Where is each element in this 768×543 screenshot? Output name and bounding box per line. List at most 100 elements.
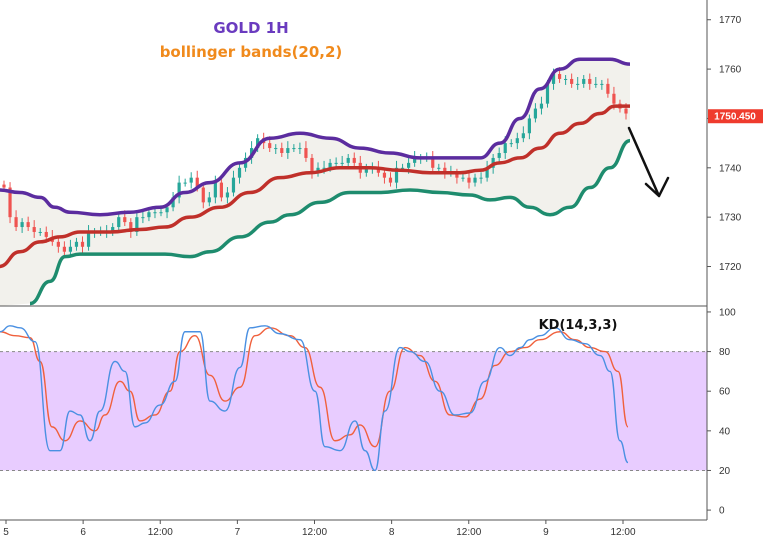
candle-body <box>364 167 368 173</box>
candle <box>570 73 574 88</box>
candle <box>527 114 531 140</box>
candle-body <box>322 167 326 169</box>
candle-body <box>551 74 556 84</box>
candle-body <box>56 241 60 247</box>
candle-body <box>80 241 85 247</box>
kd-pane: KD(14,3,3) <box>0 318 707 472</box>
price-tick-label: 1760 <box>719 65 742 76</box>
last-price-tag: 1750.450 <box>708 109 763 124</box>
time-tick-label: 5 <box>3 527 9 538</box>
candle <box>479 172 483 184</box>
candle <box>274 144 278 154</box>
candle <box>219 178 223 202</box>
candle-body <box>237 167 242 178</box>
candle-body <box>394 167 399 183</box>
candle <box>394 160 399 189</box>
candle <box>111 223 115 236</box>
candle-body <box>624 108 628 114</box>
candle <box>286 141 290 159</box>
candle <box>298 142 302 154</box>
candle-body <box>576 83 580 85</box>
upper-band-line <box>0 57 631 217</box>
candle-body <box>268 143 272 149</box>
candle-body <box>231 177 236 193</box>
candle <box>183 178 187 187</box>
candle <box>86 225 91 251</box>
candle-body <box>123 217 127 223</box>
candle-body <box>545 83 550 104</box>
candle <box>576 76 580 90</box>
candle-body <box>431 157 435 168</box>
candle-body <box>521 133 525 139</box>
candle <box>606 78 610 98</box>
candle-body <box>443 167 447 173</box>
candle-body <box>413 157 417 163</box>
candle-body <box>407 162 411 168</box>
candle <box>485 160 489 182</box>
candle <box>292 144 296 153</box>
candle <box>177 175 181 204</box>
candle-body <box>292 148 296 150</box>
candle-body <box>328 162 332 168</box>
time-tick-label: 12:00 <box>302 527 327 538</box>
candle-body <box>509 143 513 145</box>
time-tick-label: 8 <box>389 527 395 538</box>
candle <box>8 182 12 224</box>
candle <box>201 183 205 209</box>
candle-body <box>201 187 205 203</box>
candle-body <box>570 78 574 84</box>
price-tick-label: 1730 <box>719 213 742 224</box>
candle-body <box>346 157 350 163</box>
candles <box>2 67 628 258</box>
candle-body <box>479 177 483 179</box>
candle-body <box>141 217 145 219</box>
candle-body <box>62 246 66 252</box>
candle-body <box>467 177 471 183</box>
candle <box>14 210 18 231</box>
candle-body <box>256 138 260 149</box>
candle-body <box>26 222 30 228</box>
candle <box>32 220 36 238</box>
candle-body <box>485 167 489 178</box>
candle <box>600 79 604 90</box>
candle <box>509 139 513 148</box>
candle-body <box>376 167 381 173</box>
time-tick-label: 12:00 <box>456 527 481 538</box>
candle <box>467 170 471 189</box>
candle <box>382 168 387 184</box>
candle <box>26 216 30 231</box>
candle <box>80 236 85 253</box>
candle <box>304 141 308 162</box>
candle-body <box>582 78 586 84</box>
time-axis: 5 6 12:00 7 12:00 8 12:00 9 12:00 <box>3 520 636 538</box>
candle <box>515 132 519 150</box>
candle-body <box>135 217 139 232</box>
candle <box>340 155 344 167</box>
candle-body <box>461 177 465 179</box>
candle-body <box>8 187 12 218</box>
candle-body <box>195 177 199 188</box>
forecast-arrow <box>627 126 670 198</box>
candle <box>437 163 441 172</box>
kd-tick-label: 0 <box>719 506 725 517</box>
candle-body <box>606 83 610 94</box>
candle-body <box>352 157 356 163</box>
candle <box>231 170 236 197</box>
candle <box>225 187 230 204</box>
candle-body <box>153 212 157 214</box>
candle <box>588 73 592 90</box>
candle <box>582 75 586 88</box>
kd-tick-label: 60 <box>719 387 731 398</box>
candle-body <box>213 182 217 198</box>
time-tick-label: 6 <box>80 527 86 538</box>
candle-body <box>455 172 459 178</box>
time-tick-label: 9 <box>543 527 549 538</box>
candle <box>141 210 145 224</box>
candle <box>38 228 42 236</box>
candle-body <box>68 246 73 252</box>
candle-body <box>280 148 284 153</box>
candle-body <box>117 217 121 228</box>
chart-subtitle: bollinger bands(20,2) <box>160 43 343 61</box>
candle <box>129 218 133 238</box>
candle-body <box>533 108 538 119</box>
